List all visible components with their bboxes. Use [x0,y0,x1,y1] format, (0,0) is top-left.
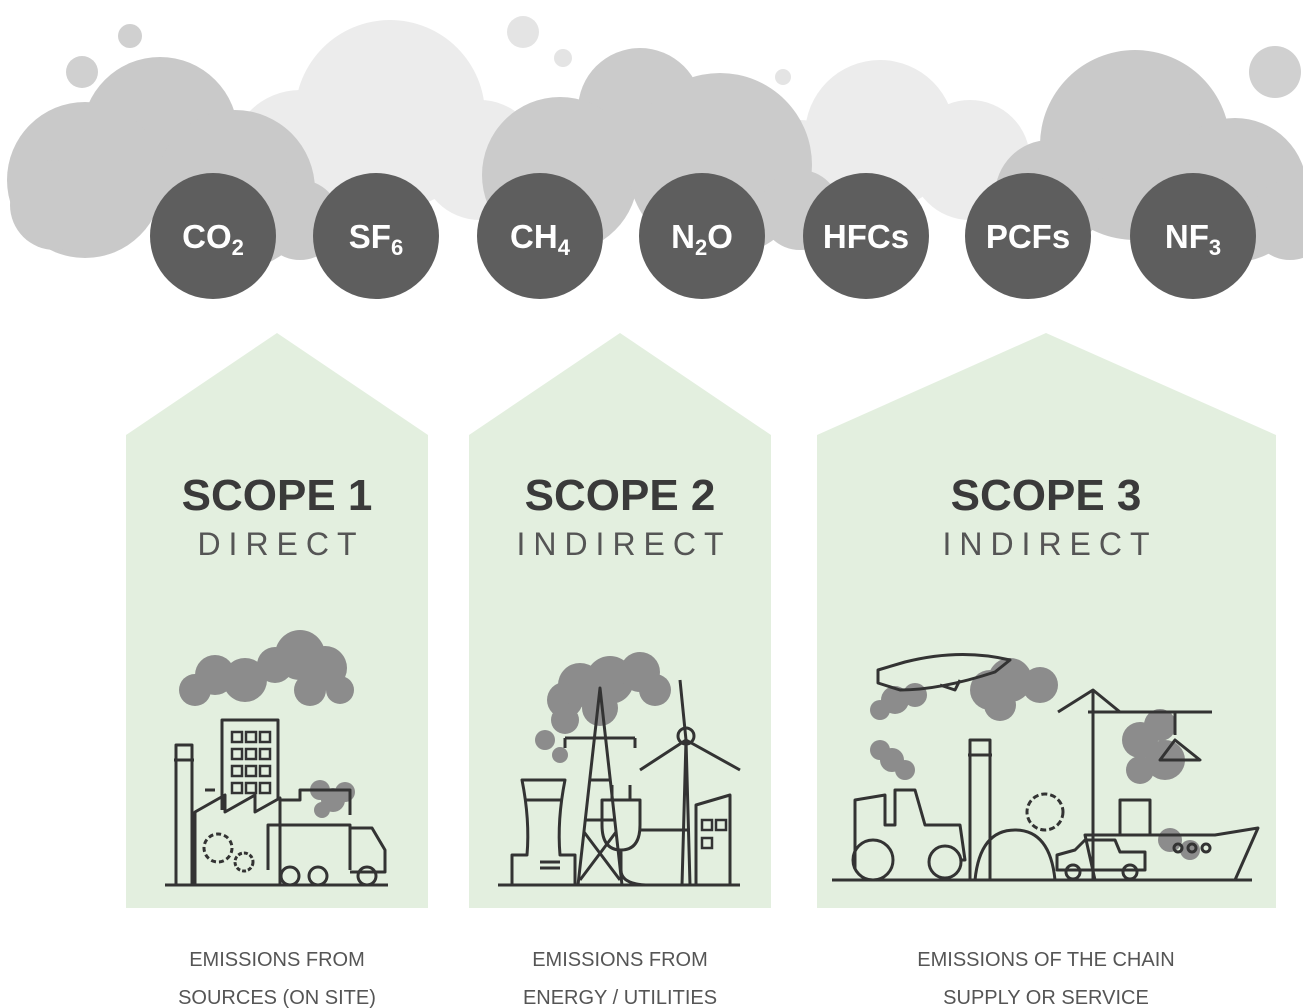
bubble [66,56,98,88]
gas-base: SF [349,218,391,255]
bubble [554,49,572,67]
smoke [552,747,568,763]
smoke [1144,709,1176,741]
smoke [639,674,671,706]
gas-subscript: 2 [695,235,707,260]
scope-subtitle: INDIRECT [516,526,731,562]
bubble [118,24,142,48]
bubble [1249,46,1301,98]
gas-base: HFCs [823,218,909,255]
smoke [314,802,330,818]
scope-title: SCOPE 2 [525,471,716,520]
gas-base: CO [182,218,232,255]
smoke [984,689,1016,721]
scope-description: EMISSIONS FROM [532,949,708,971]
bubble [775,69,791,85]
gas-tail: O [707,218,733,255]
smoke [335,782,355,802]
gas-base: N [671,218,695,255]
smoke [895,760,915,780]
smoke [1158,828,1182,852]
smoke [1022,667,1058,703]
smoke [903,683,927,707]
scope-description: EMISSIONS OF THE CHAIN [917,949,1174,971]
scope-subtitle: INDIRECT [942,526,1157,562]
gas-subscript: 2 [232,235,244,260]
scope-description: SOURCES (ON SITE) [178,987,376,1008]
infographic: CO2SF6CH4N2OHFCsPCFsNF3SCOPE 1DIRECTEMIS… [0,0,1303,1008]
smoke [326,676,354,704]
scope-title: SCOPE 1 [182,471,373,520]
bubble [507,16,539,48]
scope-house [126,333,428,908]
gas-subscript: 4 [558,235,571,260]
gas-subscript: 6 [391,235,403,260]
cloud [10,160,100,250]
scope-subtitle: DIRECT [197,526,364,562]
smoke [294,674,326,706]
gas-label: PCFs [986,218,1070,255]
gas-base: CH [510,218,558,255]
gas-base: NF [1165,218,1209,255]
scope-description: SUPPLY OR SERVICE [943,987,1149,1008]
smoke [1126,756,1154,784]
scope-title: SCOPE 3 [951,471,1142,520]
gas-label: HFCs [823,218,909,255]
gas-base: PCFs [986,218,1070,255]
smoke [535,730,555,750]
page: CO2SF6CH4N2OHFCsPCFsNF3SCOPE 1DIRECTEMIS… [0,0,1303,1008]
smoke [551,706,579,734]
scope-description: EMISSIONS FROM [189,949,365,971]
scope-description: ENERGY / UTILITIES [523,987,717,1008]
gas-subscript: 3 [1209,235,1221,260]
